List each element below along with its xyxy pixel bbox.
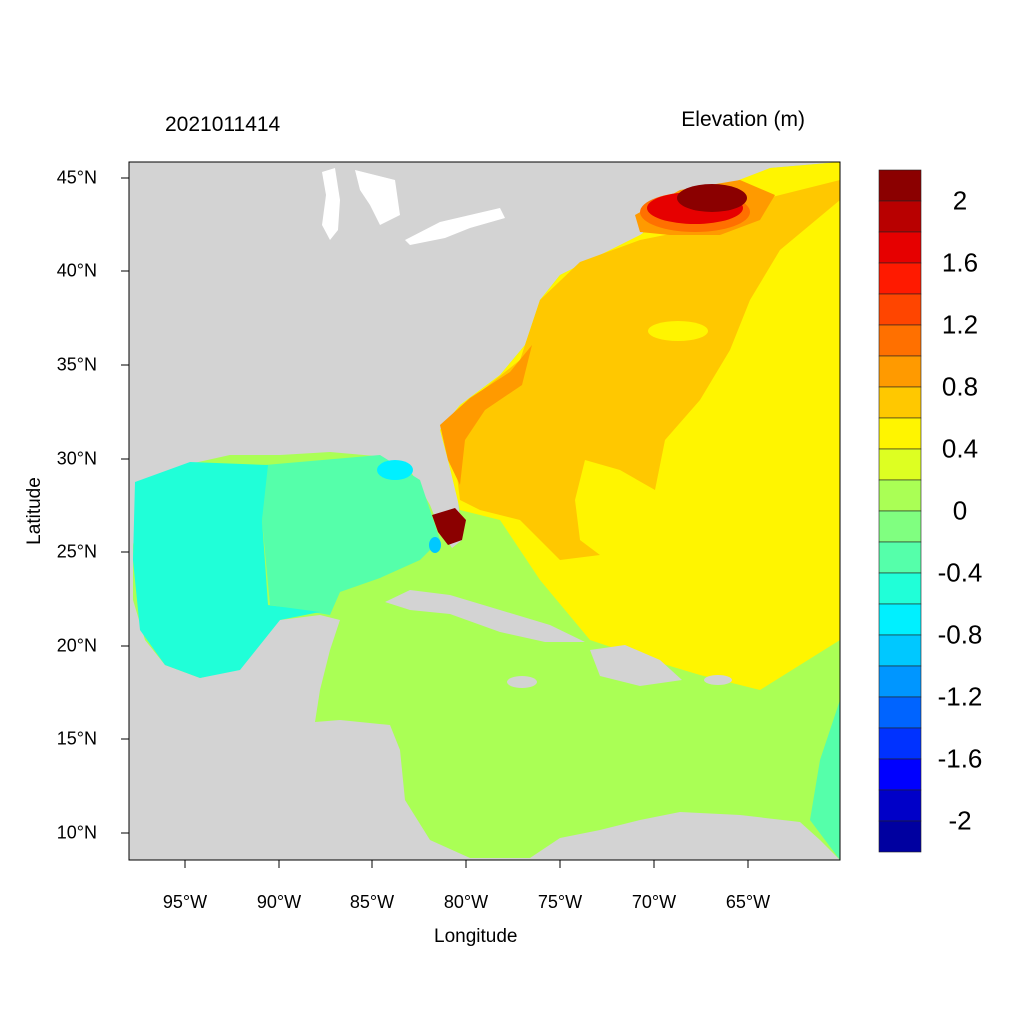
lon-tick-label: 80°W [443, 892, 489, 912]
atlantic-yellow-eddy [648, 321, 708, 341]
colorbar-box [878, 169, 922, 202]
y-axis-label: Latitude [24, 477, 45, 545]
colorbar-box [878, 665, 922, 698]
lat-tick-label: 10°N [56, 822, 97, 843]
lon-tick-label: 90°W [256, 892, 302, 912]
colorbar-box [878, 262, 922, 295]
lake-erie-ontario [405, 208, 505, 245]
gulf-east-zone [262, 455, 440, 615]
colorbar-box [878, 324, 922, 357]
colorbar-box [878, 200, 922, 233]
date-title: 2021011414 [165, 113, 281, 136]
atlantic-orange-yellow-zone [450, 180, 840, 560]
jamaica [507, 676, 537, 688]
colorbar-label: -1.6 [937, 743, 983, 774]
colorbar-label: 2 [952, 185, 968, 216]
colorbar-label: 1.2 [941, 309, 979, 340]
colorbar-box [878, 510, 922, 543]
colorbar-label: -1.2 [937, 681, 983, 712]
colorbar-label: -2 [948, 805, 972, 836]
lat-tick-label: 40°N [56, 260, 97, 281]
gulf-of-maine-darkred [677, 184, 747, 212]
colorbar-box [878, 696, 922, 729]
colorbar-box [878, 386, 922, 419]
lon-tick-label: 95°W [162, 892, 208, 912]
variable-title: Elevation (m) [681, 108, 805, 131]
lat-tick-label: 25°N [56, 541, 97, 562]
gulf-low-zone-2 [429, 537, 441, 553]
colorbar-box [878, 417, 922, 450]
lat-tick-label: 20°N [56, 635, 97, 656]
plot-frame [128, 161, 841, 861]
colorbar-box [878, 634, 922, 667]
colorbar-label: 1.6 [941, 247, 979, 278]
colorbar-box [878, 231, 922, 264]
lon-tick-label: 85°W [349, 892, 395, 912]
lon-tick-label: 65°W [725, 892, 771, 912]
colorbar-box [878, 727, 922, 760]
lat-tick-label: 35°N [56, 354, 97, 375]
gulf-west-zone [133, 462, 320, 678]
colorbar-label: -0.4 [937, 557, 983, 588]
colorbar-box [878, 541, 922, 574]
colorbar-box [878, 758, 922, 791]
lon-tick-label: 70°W [631, 892, 677, 912]
lat-tick-label: 45°N [56, 167, 97, 188]
lon-tick-label: 75°W [537, 892, 583, 912]
colorbar-label: 0.4 [941, 433, 979, 464]
lake-michigan [322, 168, 340, 240]
x-axis-label: Longitude [434, 926, 518, 947]
colorbar-box [878, 820, 922, 853]
lat-tick-label: 15°N [56, 728, 97, 749]
colorbar-box [878, 789, 922, 822]
cuba [385, 590, 585, 642]
lake-huron [355, 170, 400, 225]
colorbar-box [878, 448, 922, 481]
coastal-orange-zone [440, 345, 532, 485]
gulf-low-zone [377, 460, 413, 480]
colorbar-box [878, 293, 922, 326]
colorbar-label: 0.8 [941, 371, 979, 402]
colorbar-box [878, 355, 922, 388]
puerto-rico [704, 675, 732, 685]
colorbar-label: -0.8 [937, 619, 983, 650]
caribbean-mint-zone [810, 700, 840, 860]
lat-tick-label: 30°N [56, 448, 97, 469]
florida-darkred-zone [432, 508, 466, 545]
hispaniola [590, 645, 682, 686]
colorbar-label: 0 [952, 495, 968, 526]
colorbar-box [878, 603, 922, 636]
colorbar-box [878, 572, 922, 605]
colorbar-box [878, 479, 922, 512]
